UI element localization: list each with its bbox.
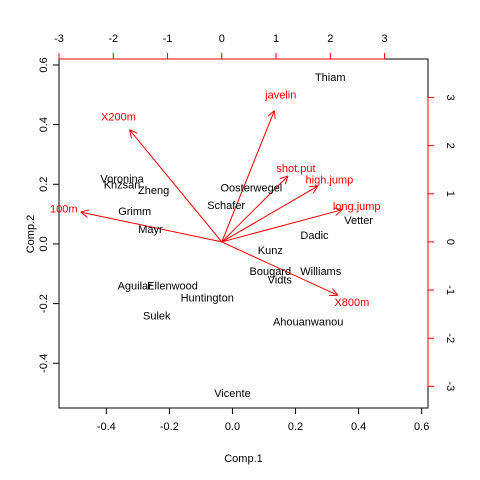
- y-axis-title: Comp.2: [25, 215, 37, 254]
- observation-label: Oosterwegel: [221, 182, 283, 194]
- y-right-tick-label: -2: [444, 333, 456, 343]
- x-tick-label: -0.4: [97, 421, 116, 433]
- observation-label: Dadic: [300, 230, 329, 242]
- y-tick-label: 0.0: [38, 236, 50, 251]
- observation-label: Vicente: [214, 388, 251, 400]
- variable-label: javelin: [264, 90, 296, 102]
- y-axis-right: -3 -2 -1 0 1 2 3: [427, 94, 456, 391]
- observation-label: Ellenwood: [147, 281, 198, 293]
- x-axis-title: Comp.1: [224, 453, 263, 465]
- y-axis-left: -0.4 -0.2 0.0 0.2 0.4 0.6: [38, 57, 60, 373]
- x-tick-label: 0.4: [351, 421, 366, 433]
- arrow-100m: [81, 212, 222, 243]
- x-top-tick-label: 0: [219, 33, 225, 45]
- arrow-x800m: [221, 241, 338, 295]
- y-tick-label: 0.6: [38, 57, 50, 72]
- variable-label: shot.put: [276, 163, 315, 175]
- observation-label: Huntington: [181, 293, 234, 305]
- observation-label: Voronina: [100, 173, 144, 185]
- variable-label: 100m: [50, 203, 78, 215]
- y-tick-label: -0.2: [38, 294, 50, 313]
- observation-label: Bougard: [250, 266, 292, 278]
- y-right-tick-label: 1: [444, 191, 456, 197]
- observation-label: Vidts: [268, 275, 293, 287]
- observation-label: Sulek: [143, 311, 171, 323]
- y-right-tick-label: 3: [444, 94, 456, 100]
- variable-label: X800m: [334, 297, 369, 309]
- y-tick-label: -0.4: [38, 354, 50, 373]
- x-top-tick-label: 2: [327, 33, 333, 45]
- observation-label: Kunz: [258, 245, 283, 257]
- y-right-tick-label: 2: [444, 143, 456, 149]
- x-axis-bottom: -0.4 -0.2 0.0 0.2 0.4 0.6: [97, 407, 429, 433]
- arrow-long-jump: [221, 210, 342, 243]
- variable-arrows: [81, 111, 343, 296]
- observation-label: Thiam: [315, 72, 346, 84]
- x-top-tick-label: -1: [163, 33, 173, 45]
- observation-label: Williams: [300, 266, 341, 278]
- x-tick-label: -0.2: [160, 421, 179, 433]
- x-tick-label: 0.0: [225, 421, 240, 433]
- y-right-tick-label: -3: [444, 381, 456, 391]
- arrow-high-jump: [221, 186, 318, 243]
- x-top-tick-label: -2: [108, 33, 118, 45]
- observation-label: Aguilar: [118, 281, 153, 293]
- y-tick-label: 0.2: [38, 177, 50, 192]
- y-right-tick-label: 0: [444, 239, 456, 245]
- observation-label: Zheng: [138, 185, 169, 197]
- x-axis-top: -3 -2 -1 0 1 2 3: [54, 33, 388, 60]
- x-top-tick-label: -3: [54, 33, 64, 45]
- arrow-javelin: [221, 111, 275, 243]
- observation-label: Mayr: [138, 224, 163, 236]
- variable-label: X200m: [101, 111, 136, 123]
- observation-label: Schafer: [207, 200, 245, 212]
- variable-label: high.jump: [306, 174, 354, 186]
- arrow-shot-put: [221, 176, 288, 243]
- observation-label: Grimm: [118, 206, 151, 218]
- x-tick-label: 0.6: [414, 421, 429, 433]
- y-tick-label: 0.4: [38, 117, 50, 132]
- variable-label: long.jump: [333, 201, 381, 213]
- x-top-tick-label: 3: [382, 33, 388, 45]
- observation-label: Khzsan: [104, 179, 141, 191]
- x-top-tick-label: 1: [273, 33, 279, 45]
- x-tick-label: 0.2: [288, 421, 303, 433]
- observation-label: Ahouanwanou: [273, 316, 343, 328]
- y-right-tick-label: -1: [444, 285, 456, 295]
- observation-label: Vetter: [344, 215, 373, 227]
- arrow-x200m: [130, 130, 223, 243]
